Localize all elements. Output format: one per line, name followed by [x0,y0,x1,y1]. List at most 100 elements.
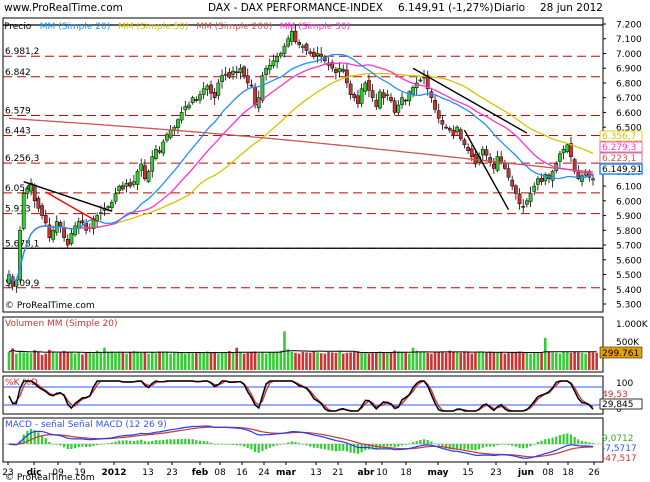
macd-hist-bar [224,444,227,445]
macd-hist-bar [209,442,213,444]
candle-body [536,178,540,185]
candle-body [143,165,147,179]
macd-hist-bar [547,438,551,444]
volume-bar [239,352,242,370]
candle-body [374,99,379,107]
macd-hist-bar [74,444,77,449]
volume-bar [231,352,235,370]
candle-body [392,100,397,113]
candle-body [312,51,316,57]
period-label: Diario [494,2,526,14]
candle-body [168,129,173,138]
candle-body [451,129,456,135]
candle-body [113,193,118,202]
volume-bar [430,353,433,370]
candle-body [334,69,338,73]
volume-bar [84,351,88,370]
macd-hist-bar [59,444,62,446]
volume-bar [99,352,103,370]
macd-hist-bar [518,444,521,448]
volume-bar [547,351,551,370]
price-tick-label: 7.200 [616,21,642,31]
volume-tick-label: 1.000K [616,320,649,330]
volume-bar [404,352,407,370]
candle-body [543,174,548,182]
candle-body [58,222,63,227]
volume-bar [330,352,334,370]
volume-bar [301,351,305,370]
macd-hist-bar [331,444,334,451]
macd-hist-bar [577,439,580,444]
level-label: 5.913 [5,205,31,215]
macd-hist-bar [591,443,595,444]
candle-body [146,171,151,182]
macd-hist-bar [253,444,257,452]
volume-bar [577,352,580,370]
macd-hist-bar [514,444,517,447]
macd-hist-bar [353,444,356,454]
candle-body [580,175,584,182]
macd-hist-bar [173,439,176,444]
volume-ma-line [8,349,597,354]
volume-bar [338,351,341,370]
candle-body [458,129,463,140]
x-tick-label: 09 [52,468,64,478]
candle-body [385,94,390,97]
macd-hist-bar [474,444,477,451]
volume-bar [44,353,48,370]
volume-bar [206,351,209,370]
candle-body [69,233,74,244]
volume-bar [92,353,95,370]
macd-hist-bar [147,441,150,444]
macd-hist-bar [320,444,323,449]
last-price: 6.149,91 (-1,27%) [398,2,494,14]
macd-hist-bar [96,444,99,446]
legend-entry: MM (Simple 30) [280,22,350,32]
macd-last-signal: -47,517 [602,454,637,464]
volume-bar [106,352,110,370]
candle-body [51,230,55,240]
candle-body [407,91,412,102]
candle-body [201,88,206,95]
candle-body [98,212,103,214]
volume-title: Volumen MM (Simple 20) [5,319,118,329]
candle-body [209,84,213,94]
volume-bar [382,352,385,370]
macd-hist-bar [198,440,202,444]
legend-entry: Precio [4,22,32,32]
macd-hist-bar [217,444,220,445]
candle-body [436,110,441,119]
volume-bar [580,352,584,370]
candle-body [359,88,364,104]
candle-body [356,95,360,104]
volume-bar [7,351,11,370]
volume-bar [466,352,470,370]
level-label: 6.579 [5,107,31,117]
volume-bar [33,350,37,370]
volume-bar [426,352,430,370]
macd-hist-bar [463,444,466,450]
candle-body [260,75,265,101]
instrument-title: DAX - DAX PERFORMANCE-INDEX [208,2,383,14]
macd-hist-bar [529,444,532,447]
candle-body [106,206,111,209]
candle-body [121,185,125,190]
candle-body [14,280,19,287]
price-tick-label: 5.600 [616,256,642,266]
volume-bar [474,352,477,370]
macd-hist-bar [246,444,249,449]
candle-body [330,62,335,69]
volume-bar [161,352,165,370]
candle-body [286,38,290,47]
candle-body [234,71,239,74]
volume-bar [18,351,22,370]
volume-bar [147,353,150,370]
candle-body [36,197,41,209]
price-tick-label: 5.900 [616,212,642,222]
stochastic-tick-label: 0 [616,405,622,415]
volume-bar [286,349,290,370]
volume-bar [264,353,268,370]
volume-bar [584,353,587,370]
volume-bar [510,352,514,370]
macd-hist-bar [301,444,304,445]
